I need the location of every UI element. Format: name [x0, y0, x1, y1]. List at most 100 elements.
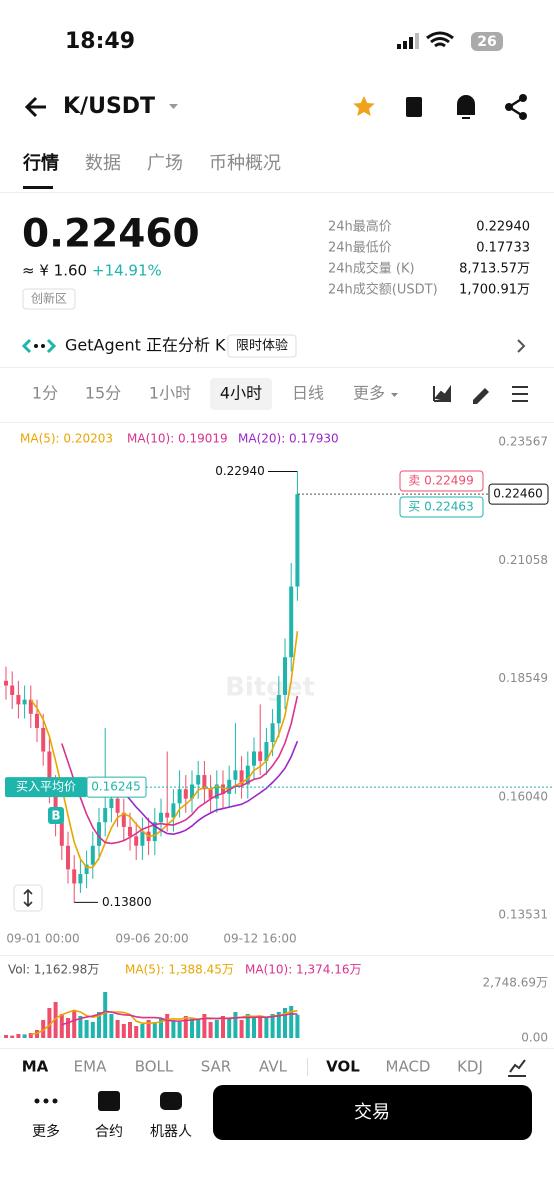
volume-bar [109, 1013, 114, 1038]
candle-body [109, 798, 114, 809]
candle-body [97, 822, 101, 846]
volume-bar [183, 1015, 188, 1038]
tab-indicator [23, 186, 53, 189]
divider [0, 367, 554, 368]
volume-bar [103, 991, 108, 1038]
candle-body [4, 680, 8, 686]
candle-body [252, 751, 256, 766]
volume-bar [159, 1017, 163, 1038]
volume-bar [152, 1021, 157, 1038]
sell-price: 卖 0.22499 [408, 474, 473, 488]
chevron[interactable] [517, 339, 526, 353]
vol-legend: Vol: 1,162.98万 [8, 963, 99, 977]
buy-box [399, 496, 484, 518]
bottom-item[interactable]: 合约 [95, 1124, 123, 1140]
more-icon[interactable] [34, 1098, 58, 1104]
vol-legend: MA(5): 1,388.45万 [125, 963, 234, 977]
indicator[interactable]: AVL [259, 1058, 288, 1076]
candle-body [10, 685, 15, 695]
tab[interactable]: 数据 [85, 153, 121, 174]
tab[interactable]: 币种概况 [209, 153, 281, 174]
vol-tick-label: 2,748.69万 [483, 976, 548, 990]
more-dropdown[interactable] [391, 393, 398, 397]
draw[interactable] [473, 388, 489, 404]
pair-dropdown[interactable] [169, 104, 178, 109]
divider [307, 1058, 308, 1076]
interval[interactable]: 更多 [353, 384, 385, 403]
candle-body [16, 694, 21, 705]
stat-label: 24h最低价 [328, 241, 392, 256]
candle-body [270, 723, 275, 743]
avg-value: 0.16245 [91, 780, 141, 794]
indicator[interactable]: MACD [386, 1058, 431, 1076]
notes[interactable] [406, 97, 422, 117]
bot-icon[interactable] [160, 1092, 182, 1110]
indicator[interactable]: MA [22, 1058, 49, 1076]
bottom-item[interactable]: 更多 [32, 1123, 60, 1140]
candle-body [221, 784, 225, 794]
volume-bar [90, 1021, 95, 1038]
candle-body [90, 845, 95, 865]
pair[interactable]: K/USDT [63, 94, 155, 119]
volume-bar [22, 1034, 27, 1038]
vol-tick-label: 0.00 [521, 1031, 548, 1045]
volume-bar [134, 1025, 139, 1038]
candle-body [208, 789, 213, 799]
divider [0, 1048, 554, 1049]
trade-label[interactable]: 交易 [354, 1102, 390, 1123]
candle-body [84, 864, 89, 875]
interval[interactable]: 1分 [32, 384, 58, 403]
indicator[interactable]: EMA [74, 1058, 107, 1076]
indicator[interactable]: BOLL [135, 1058, 174, 1076]
indicator[interactable]: VOL [326, 1058, 360, 1076]
volume-bar [16, 1033, 21, 1038]
volume-bar [295, 1014, 300, 1038]
agent-icon [41, 344, 45, 348]
volume-bar [276, 1011, 281, 1038]
tab[interactable]: 行情 [22, 152, 59, 174]
volume-bar [270, 1013, 275, 1038]
price-change: +14.91% [92, 262, 162, 280]
favorite[interactable] [353, 96, 375, 116]
high-label: 0.22940 [215, 464, 265, 478]
volume-bar [239, 1019, 244, 1038]
volume-bar [165, 1013, 170, 1038]
interval[interactable]: 4小时 [220, 384, 262, 403]
volume-bar [208, 1021, 213, 1038]
volume-bar [41, 1019, 46, 1038]
candle-body [134, 836, 139, 846]
volume-bar [258, 1015, 263, 1038]
chart-type[interactable] [433, 384, 451, 403]
bottom-item[interactable]: 机器人 [150, 1124, 192, 1140]
alert[interactable] [457, 95, 475, 119]
volume-bar [4, 1034, 8, 1038]
share[interactable] [505, 94, 527, 120]
candle-body [295, 494, 300, 587]
expand[interactable] [23, 888, 33, 908]
ma-legend: MA(10): 0.19019 [127, 432, 228, 446]
volume-bar [66, 1017, 70, 1038]
volume-bar [221, 1015, 225, 1038]
candle-body [239, 770, 244, 785]
indicator[interactable]: SAR [201, 1058, 231, 1076]
volume-bar [115, 1019, 120, 1038]
interval[interactable]: 1小时 [149, 384, 191, 403]
candle-body [214, 784, 219, 799]
trade-button[interactable] [213, 1085, 532, 1140]
interval[interactable]: 日线 [292, 384, 324, 403]
back[interactable] [24, 96, 46, 118]
indicator-settings[interactable] [508, 1059, 526, 1077]
contract-icon[interactable] [98, 1091, 120, 1111]
candle-body [41, 727, 46, 752]
stat-value: 0.22940 [476, 220, 530, 235]
x-tick-label: 09-12 16:00 [223, 932, 296, 946]
indicator[interactable]: KDJ [457, 1058, 483, 1076]
badge-box [227, 334, 297, 358]
candle-body [78, 874, 83, 884]
banner-text[interactable]: GetAgent 正在分析 K [65, 336, 226, 355]
interval[interactable]: 15分 [85, 384, 121, 403]
battery-level: 26 [477, 34, 496, 50]
tab[interactable]: 广场 [147, 153, 183, 174]
settings[interactable] [512, 386, 528, 402]
